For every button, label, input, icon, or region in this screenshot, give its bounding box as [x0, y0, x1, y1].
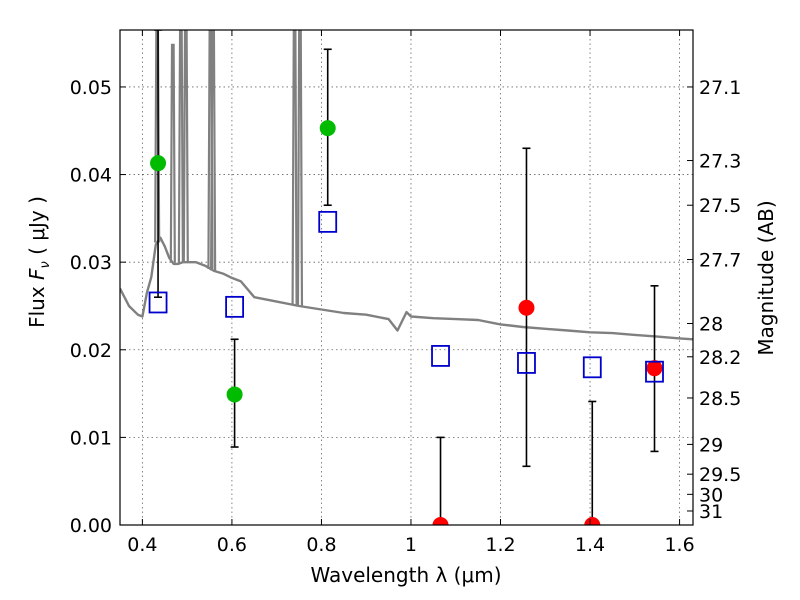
- ticks: 0.4 0.6 0.8 1 1.2 1.4 1.6 0.00 0.01 0.02 0.03 0.04 0…: [70, 30, 741, 556]
- y-tick-label: 0.02: [70, 340, 112, 362]
- y-tick-label: 0.05: [70, 77, 112, 99]
- right-tick-label: 28: [699, 313, 723, 335]
- emission-line: [177, 30, 184, 263]
- right-tick-label: 29: [699, 434, 723, 456]
- y-axis-label-suffix: ( μJy ): [25, 196, 49, 261]
- model-photometry-box: [431, 345, 450, 367]
- right-tick-label: 27.7: [699, 250, 741, 272]
- model-photometry-box: [517, 352, 536, 374]
- right-tick-label: 30: [699, 484, 723, 506]
- y-tick-label: 0.04: [70, 165, 112, 187]
- emission-line: [182, 30, 189, 263]
- x-tick-label: 0.6: [217, 534, 247, 556]
- y-axis-label-prefix: Flux: [25, 280, 49, 328]
- observed-point-red: [584, 517, 601, 525]
- model-photometry-box: [318, 210, 338, 233]
- right-axis-label: Magnitude (AB): [754, 200, 778, 355]
- y-axis-label-sub: ν: [38, 261, 53, 268]
- right-tick-label: 31: [699, 501, 723, 523]
- right-tick-label: 28.5: [699, 388, 741, 410]
- model-spectrum-line: [120, 236, 693, 341]
- x-tick-label: 1.4: [575, 534, 605, 556]
- model-photometry-box: [582, 356, 602, 379]
- x-tick-label: 0.8: [306, 534, 336, 556]
- x-tick-label: 1.6: [664, 534, 694, 556]
- x-tick-label: 1: [405, 534, 417, 556]
- x-tick-label: 1.2: [485, 534, 515, 556]
- emission-line: [291, 30, 298, 306]
- observed-point-red: [646, 360, 663, 377]
- observed-point-red: [432, 517, 449, 525]
- y-axis-label-var: F: [25, 268, 49, 280]
- plot-area: [120, 30, 693, 525]
- right-tick-label: 27.1: [699, 77, 741, 99]
- x-axis-label: Wavelength λ (μm): [310, 563, 501, 587]
- model-photometry-box: [645, 360, 664, 383]
- right-tick-label: 27.3: [699, 151, 741, 173]
- emission-line: [296, 30, 304, 307]
- y-tick-label: 0.01: [70, 427, 112, 449]
- model-photometry-box: [148, 291, 168, 314]
- right-tick-label: 28.2: [699, 347, 741, 369]
- y-tick-label: 0.00: [70, 515, 112, 537]
- observed-point-green: [319, 120, 336, 137]
- observed-point-green: [226, 386, 243, 403]
- model-photometry-box: [225, 295, 245, 318]
- right-tick-label: 27.5: [699, 195, 741, 217]
- emission-line: [210, 30, 217, 271]
- emission-line: [169, 43, 176, 263]
- right-tick-label: 29.5: [699, 464, 741, 486]
- x-tick-label: 0.4: [127, 534, 157, 556]
- plot-frame: [119, 29, 694, 526]
- y-tick-label: 0.03: [70, 252, 112, 274]
- observed-point-green: [150, 155, 167, 172]
- observed-point-red: [518, 299, 535, 316]
- y-axis-label: Flux Fν ( μJy ): [25, 196, 53, 328]
